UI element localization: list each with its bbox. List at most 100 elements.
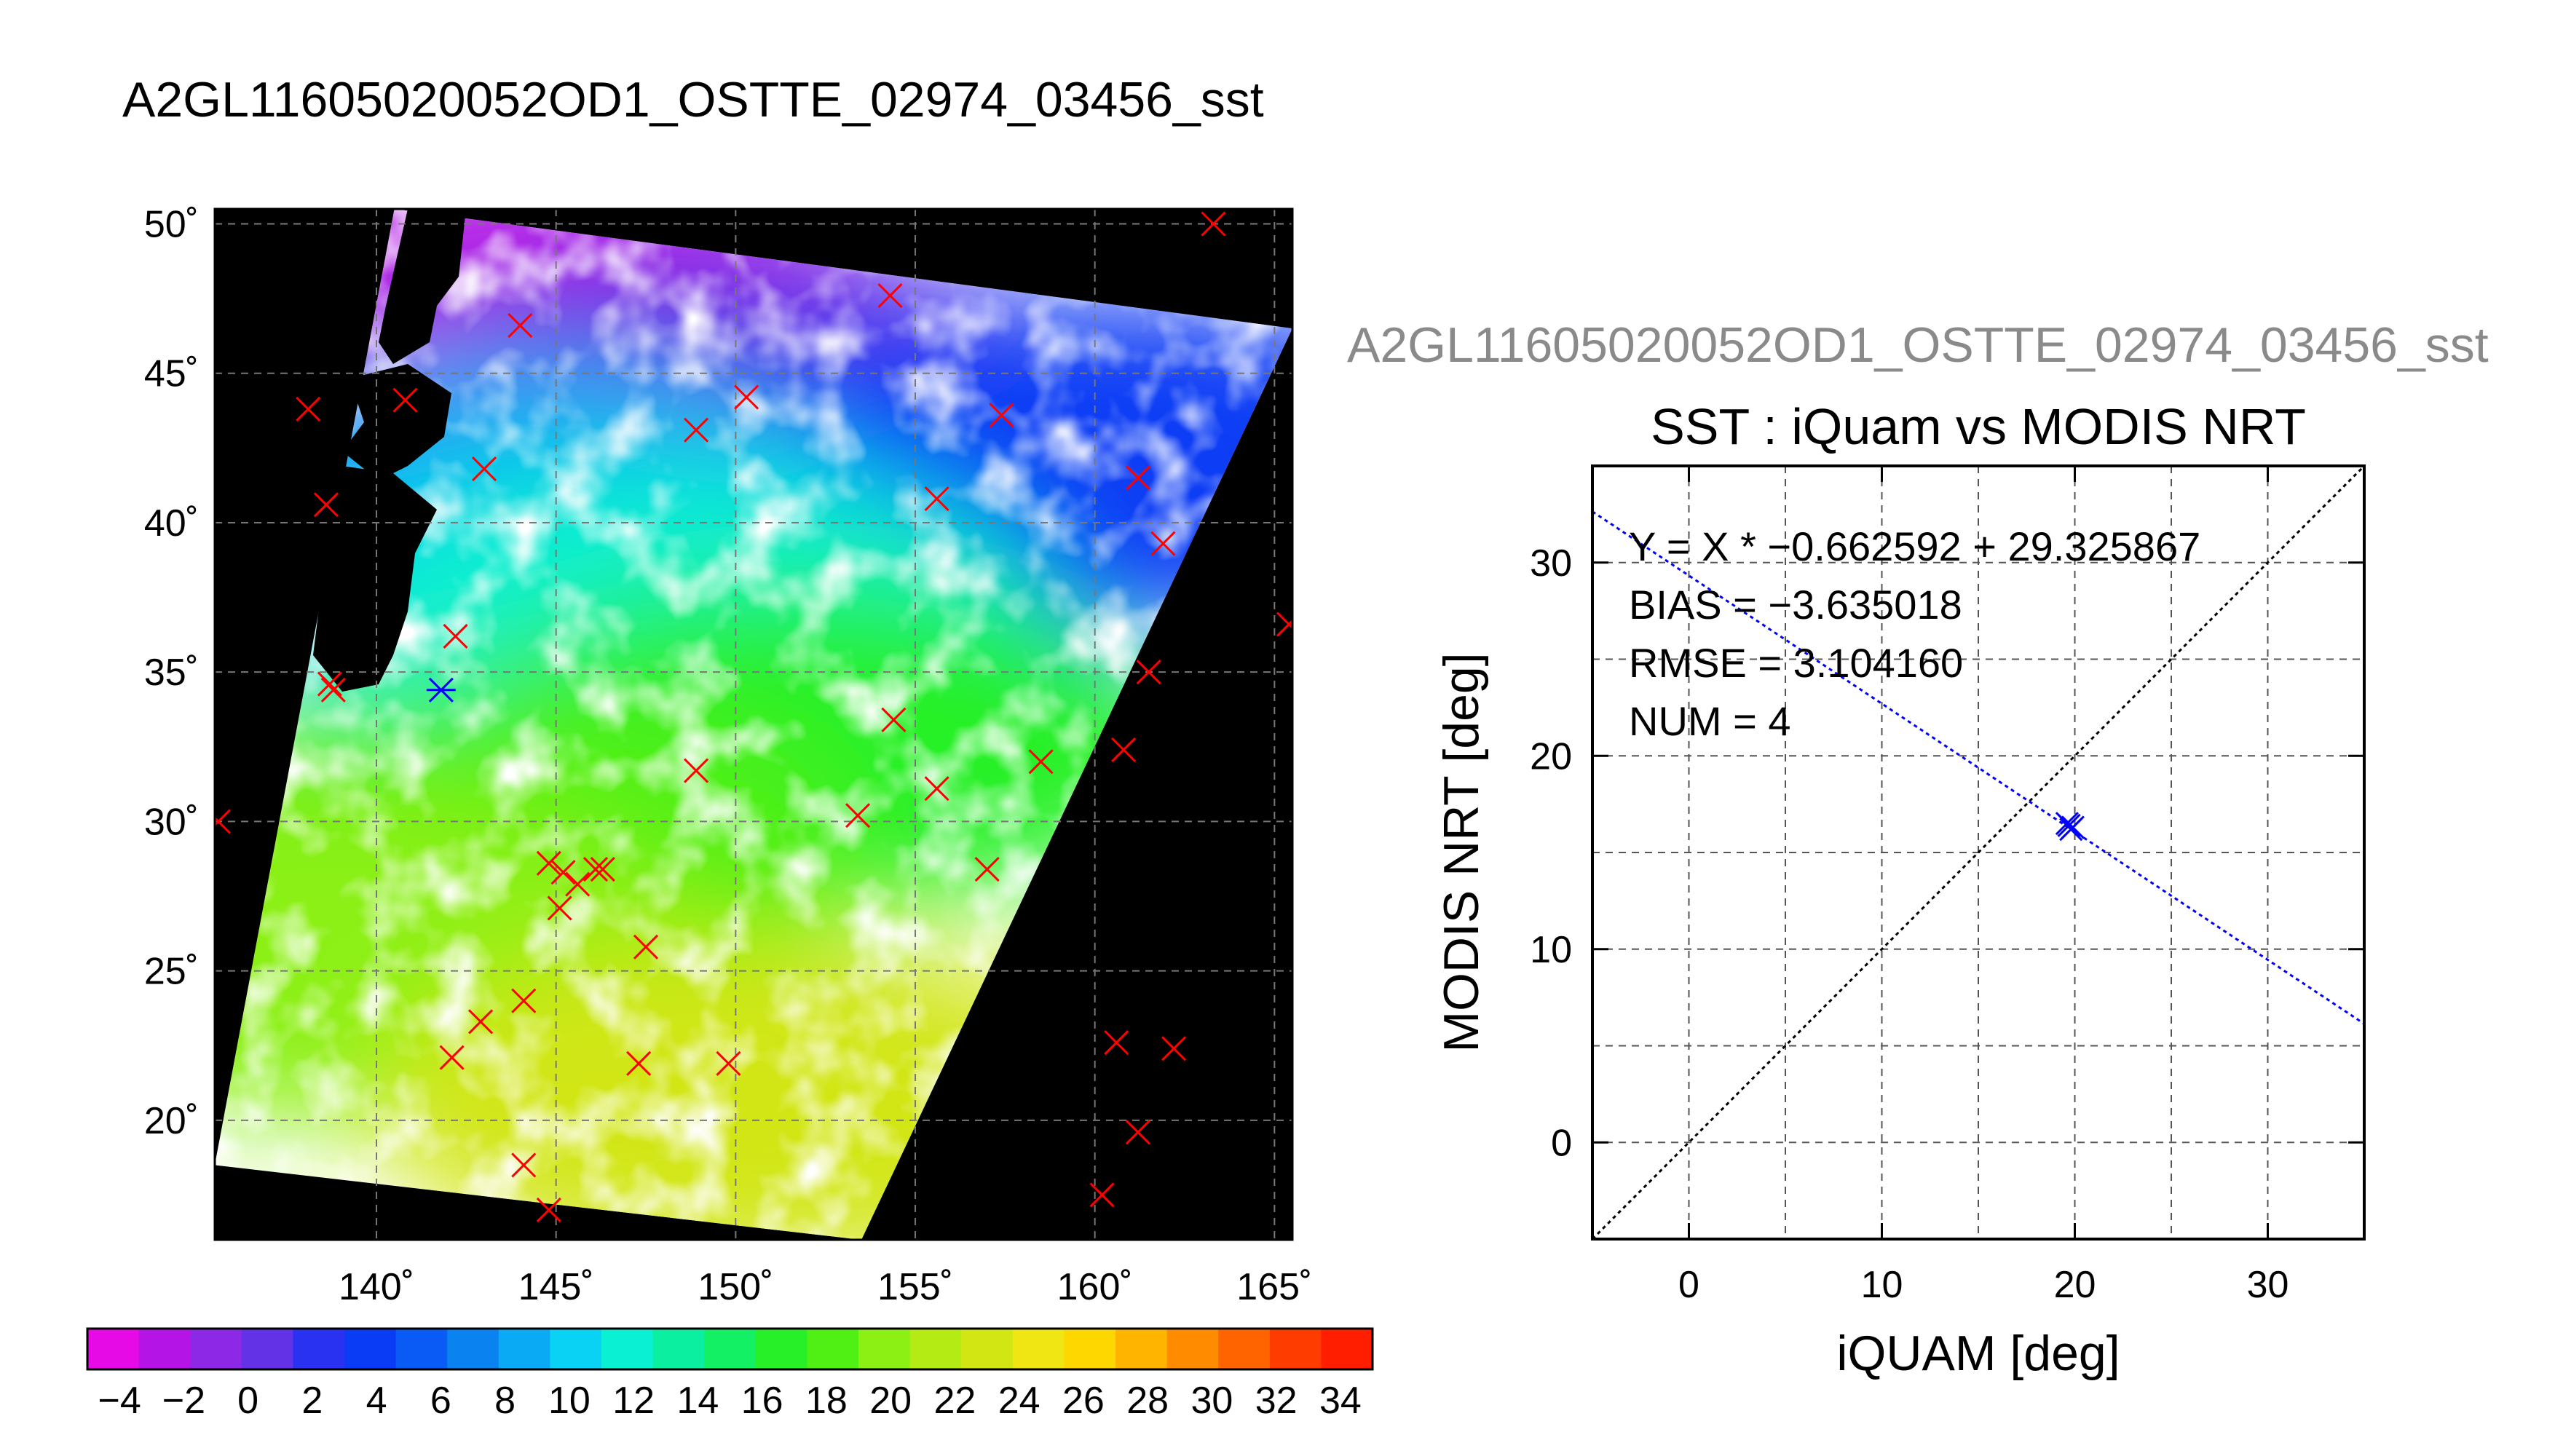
scatter-x-tick-label: 30 bbox=[2247, 1264, 2289, 1306]
scatter-y-tick-label: 10 bbox=[1530, 929, 1572, 971]
scatter-figure-title: A2GL11605020052OD1_OSTTE_02974_03456_sst bbox=[1347, 317, 2489, 373]
stats-fit-equation: Y = X * −0.662592 + 29.325867 bbox=[1629, 523, 2200, 569]
colorbar-cells bbox=[87, 1329, 1373, 1369]
buoy-marker bbox=[511, 988, 537, 1013]
buoy-marker bbox=[468, 1009, 494, 1034]
map-lat-tick-label: 25˚ bbox=[144, 951, 199, 993]
map-lon-tick-label: 140˚ bbox=[339, 1266, 414, 1308]
buoy-marker bbox=[1136, 660, 1161, 685]
colorbar-cell bbox=[961, 1329, 1014, 1369]
scatter-x-tick-label: 10 bbox=[1861, 1264, 1903, 1306]
figure-title: A2GL11605020052OD1_OSTTE_02974_03456_sst bbox=[122, 72, 1264, 127]
colorbar-tick-label: 0 bbox=[237, 1380, 258, 1422]
buoy-marker bbox=[547, 895, 572, 921]
buoy-marker bbox=[320, 677, 346, 703]
colorbar-tick-label: 18 bbox=[805, 1380, 848, 1422]
stats-num: NUM = 4 bbox=[1629, 698, 1791, 744]
buoy-marker bbox=[1111, 737, 1137, 762]
colorbar-tick-label: 16 bbox=[741, 1380, 783, 1422]
colorbar-tick-label: 14 bbox=[676, 1380, 719, 1422]
colorbar-cell bbox=[1115, 1329, 1168, 1369]
colorbar-cell bbox=[87, 1329, 140, 1369]
buoy-marker bbox=[439, 1045, 465, 1070]
scatter-title: SST : iQuam vs MODIS NRT bbox=[1651, 398, 2306, 455]
colorbar-tick-label: 20 bbox=[869, 1380, 912, 1422]
scatter-panel: SST : iQuam vs MODIS NRT 0 10 20 300102030 … bbox=[1434, 398, 2366, 1381]
buoy-marker bbox=[508, 313, 533, 339]
buoy-marker bbox=[1028, 749, 1054, 775]
scatter-frame bbox=[1591, 464, 2366, 1241]
scatter-tick-labels: 0 10 20 30 0 10 20 30 bbox=[1530, 466, 2364, 1306]
colorbar-tick-label: 4 bbox=[366, 1380, 387, 1422]
map-lat-tick-label: 40˚ bbox=[144, 502, 199, 545]
buoy-marker bbox=[1089, 1182, 1115, 1208]
map-lon-tick-label: 145˚ bbox=[518, 1266, 594, 1308]
scatter-x-tick-label: 20 bbox=[2054, 1264, 2096, 1306]
scatter-y-tick-label: 0 bbox=[1551, 1122, 1572, 1164]
colorbar-cell bbox=[601, 1329, 654, 1369]
buoy-marker bbox=[1276, 612, 1292, 637]
buoy-marker bbox=[684, 417, 709, 443]
stats-bias: BIAS = −3.635018 bbox=[1629, 582, 1962, 628]
land-honshu-north bbox=[313, 466, 437, 692]
colorbar-tick-label: 8 bbox=[494, 1380, 516, 1422]
buoy-marker bbox=[471, 456, 497, 482]
map-lon-tick-label: 165˚ bbox=[1236, 1266, 1312, 1308]
colorbar-cell bbox=[395, 1329, 448, 1369]
buoy-marker bbox=[974, 857, 1000, 882]
colorbar-cell bbox=[498, 1329, 551, 1369]
buoy-marker bbox=[583, 857, 608, 882]
colorbar-cell bbox=[704, 1329, 757, 1369]
colorbar-tick-label: 26 bbox=[1062, 1380, 1105, 1422]
colorbar-tick-label: 24 bbox=[998, 1380, 1040, 1422]
colorbar-tick-label: −4 bbox=[98, 1380, 141, 1422]
regression-line bbox=[1592, 510, 2364, 1025]
identity-line bbox=[1592, 466, 2364, 1239]
buoy-marker bbox=[845, 803, 871, 828]
colorbar-cell bbox=[1269, 1329, 1322, 1369]
land-sakhalin bbox=[379, 209, 466, 364]
colorbar-tick-label: −2 bbox=[162, 1380, 205, 1422]
map-frame bbox=[213, 207, 1294, 1241]
map-lon-tick-label: 160˚ bbox=[1057, 1266, 1133, 1308]
colorbar-frame bbox=[86, 1327, 1374, 1371]
buoy-marker bbox=[550, 860, 576, 885]
buoy-marker bbox=[1125, 1120, 1150, 1145]
map-lat-tick-label: 35˚ bbox=[144, 652, 199, 694]
colorbar-tick-label: 2 bbox=[301, 1380, 323, 1422]
buoy-marker bbox=[296, 396, 321, 422]
buoy-marker bbox=[684, 758, 709, 783]
scatter-y-tick-label: 20 bbox=[1530, 735, 1572, 778]
buoy-marker bbox=[443, 623, 468, 649]
buoy-marker bbox=[313, 492, 339, 518]
map-lon-tick-label: 150˚ bbox=[698, 1266, 773, 1308]
land-hokkaido bbox=[342, 364, 451, 480]
buoy-marker bbox=[317, 671, 342, 697]
colorbar-tick-labels: −4 −2 0 2 4 6 8 10 12 14 16 18 20 22 24 26 28 30 32 34 bbox=[98, 1380, 1361, 1422]
map-gridlines bbox=[215, 209, 1292, 1240]
colorbar-cell bbox=[1064, 1329, 1116, 1369]
map-lon-tick-labels: 140˚ 145˚ 150˚ 155˚ 160˚ 165˚ bbox=[339, 1266, 1312, 1308]
scatter-point bbox=[2057, 813, 2081, 837]
colorbar-cell bbox=[241, 1329, 294, 1369]
colorbar-cell bbox=[1321, 1329, 1373, 1369]
colorbar-cell bbox=[1012, 1329, 1065, 1369]
stats-rmse: RMSE = 3.104160 bbox=[1629, 640, 1963, 686]
scatter-y-axis-label: MODIS NRT [deg] bbox=[1434, 652, 1489, 1052]
scatter-point bbox=[2061, 815, 2085, 839]
buoy-marker bbox=[565, 871, 591, 897]
buoy-marker bbox=[536, 1197, 561, 1223]
scatter-x-tick-label: 0 bbox=[1678, 1264, 1699, 1306]
map-lat-tick-label: 20˚ bbox=[144, 1100, 199, 1142]
colorbar-cell bbox=[190, 1329, 242, 1369]
colorbar-cell bbox=[755, 1329, 808, 1369]
colorbar-cell bbox=[909, 1329, 962, 1369]
colorbar-tick-label: 32 bbox=[1255, 1380, 1298, 1422]
buoy-marker bbox=[215, 809, 231, 834]
matchup-markers bbox=[426, 677, 456, 703]
buoy-marker bbox=[536, 850, 561, 876]
colorbar-cell bbox=[1218, 1329, 1271, 1369]
sst-map-panel: 140˚ 145˚ 150˚ 155˚ 160˚ 165˚ 20˚ 25˚ 30˚ 35˚ 40˚… bbox=[144, 204, 1313, 1308]
colorbar-cell bbox=[138, 1329, 191, 1369]
